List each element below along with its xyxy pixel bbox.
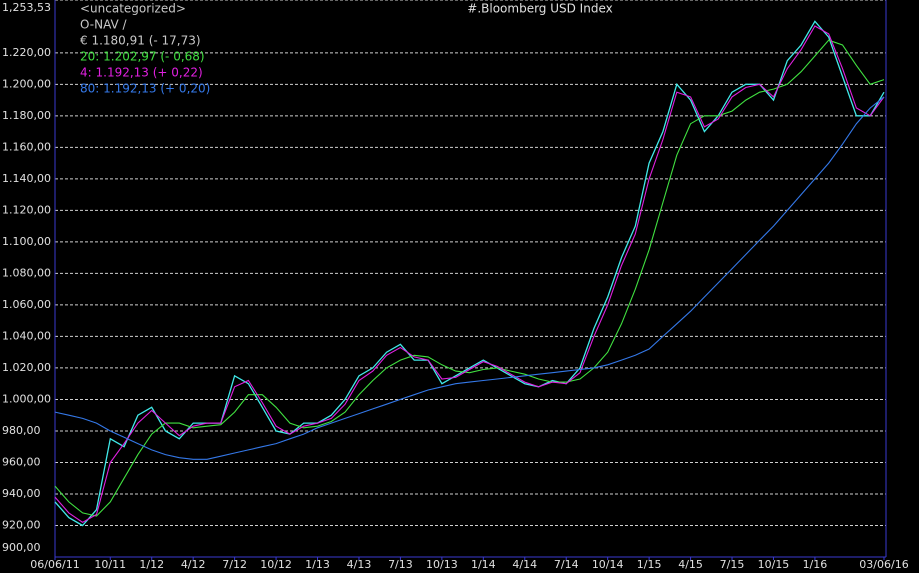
x-tick-label: 1/16 xyxy=(803,558,828,571)
x-tick-label: 10/15 xyxy=(758,558,790,571)
series-line xyxy=(54,25,885,523)
x-tick-label: 7/12 xyxy=(222,558,247,571)
y-tick-label: 1.220,00 xyxy=(2,46,51,59)
series-line xyxy=(54,39,885,517)
subtitle: <uncategorized> xyxy=(80,2,186,16)
x-tick-label: 10/12 xyxy=(260,558,292,571)
x-tick-label: 03/06/16 xyxy=(859,558,908,571)
x-tick-label: 06/06/11 xyxy=(30,558,79,571)
y-tick-label: 980,00 xyxy=(2,424,41,437)
y-tick-label: 1.080,00 xyxy=(2,266,51,279)
x-tick-label: 7/15 xyxy=(720,558,745,571)
x-tick-label: 10/13 xyxy=(426,558,458,571)
y-tick-label: 1.000,00 xyxy=(2,392,51,405)
y-tick-label: 1.160,00 xyxy=(2,140,51,153)
x-tick-label: 4/14 xyxy=(512,558,537,571)
y-tick-label: 940,00 xyxy=(2,487,41,500)
legend-entry: € 1.180,91 (- 17,73) xyxy=(80,34,201,48)
x-tick-label: 7/14 xyxy=(554,558,579,571)
y-tick-label: 1.200,00 xyxy=(2,77,51,90)
y-tick-label: 920,00 xyxy=(2,518,41,531)
y-tick-label: 1.060,00 xyxy=(2,298,51,311)
chart-title: #.Bloomberg USD Index xyxy=(467,2,612,16)
series-line xyxy=(54,96,885,460)
x-tick-label: 4/15 xyxy=(678,558,703,571)
y-tick-label: 1.180,00 xyxy=(2,109,51,122)
y-tick-label: 1.040,00 xyxy=(2,329,51,342)
x-tick-label: 1/14 xyxy=(471,558,496,571)
y-tick-label: 1.020,00 xyxy=(2,361,51,374)
y-tick-label: 1.100,00 xyxy=(2,235,51,248)
series-line xyxy=(54,20,885,527)
x-tick-label: 10/14 xyxy=(592,558,624,571)
subtitle: O-NAV / xyxy=(80,18,128,32)
y-tick-label: 1.120,00 xyxy=(2,203,51,216)
x-tick-label: 10/11 xyxy=(94,558,126,571)
y-tick-label: 1,253,53 xyxy=(2,1,51,14)
y-tick-label: 1.140,00 xyxy=(2,172,51,185)
legend-entry: 4: 1.192,13 (+ 0,22) xyxy=(80,66,203,80)
x-tick-label: 7/13 xyxy=(388,558,413,571)
y-tick-label: 960,00 xyxy=(2,455,41,468)
x-tick-label: 1/15 xyxy=(637,558,662,571)
legend-entry: 80: 1.192,13 (+ 0,20) xyxy=(80,82,210,96)
x-tick-label: 1/12 xyxy=(139,558,164,571)
x-tick-label: 1/13 xyxy=(305,558,330,571)
x-tick-label: 4/12 xyxy=(181,558,206,571)
y-tick-label: 900,00 xyxy=(2,541,41,554)
legend-entry: 20: 1.202,97 (- 0,68) xyxy=(80,50,205,64)
x-tick-label: 4/13 xyxy=(347,558,372,571)
